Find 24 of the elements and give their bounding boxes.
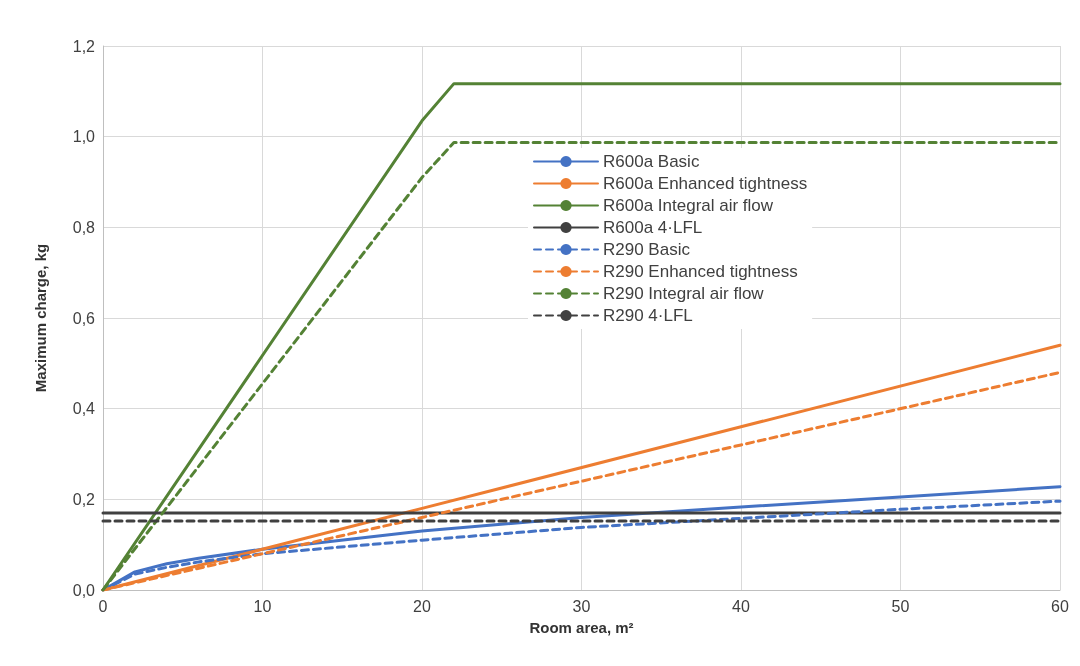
- y-tick-label: 1,0: [72, 128, 96, 146]
- y-tick-label: 0,2: [72, 490, 96, 508]
- x-tick-label: 20: [413, 597, 431, 615]
- legend-label: R290 4·LFL: [603, 306, 693, 325]
- y-tick-label: 0,6: [72, 309, 96, 327]
- legend-label: R290 Integral air flow: [603, 284, 765, 303]
- legend-label: R600a 4·LFL: [603, 218, 703, 237]
- legend-label: R290 Enhanced tightness: [603, 262, 798, 281]
- x-tick-label: 0: [98, 597, 108, 615]
- x-tick-label: 50: [891, 597, 910, 615]
- y-axis-title: Maximum charge, kg: [32, 243, 49, 393]
- legend-label: R600a Integral air flow: [603, 196, 774, 215]
- legend-label: R290 Basic: [603, 240, 691, 259]
- x-tick-label: 10: [253, 597, 272, 615]
- y-tick-label: 0,0: [72, 581, 96, 599]
- x-axis-title: Room area, m²: [529, 619, 634, 636]
- x-tick-label: 40: [732, 597, 750, 615]
- legend-label: R600a Basic: [603, 152, 700, 171]
- y-tick-label: 0,4: [72, 400, 96, 418]
- x-tick-label: 60: [1051, 597, 1069, 615]
- y-tick-label: 1,2: [72, 37, 96, 55]
- x-tick-label: 30: [572, 597, 591, 615]
- y-tick-label: 0,8: [72, 218, 96, 236]
- legend-label: R600a Enhanced tightness: [603, 174, 808, 193]
